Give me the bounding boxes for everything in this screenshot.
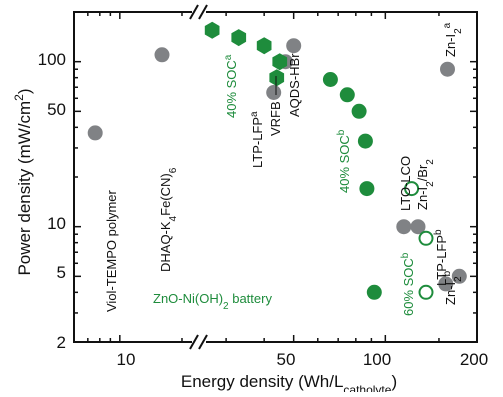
annotation-40soc-b: 40% SOCb [336,129,353,193]
x-tick-label: 200 [460,350,488,369]
open-green-circle-marker [418,284,434,300]
hexagon-marker [231,29,247,47]
axis-break-top [189,4,208,20]
y-axis-label: Power density (mW/cm2) [12,88,34,275]
open-green-circle-marker [418,230,434,246]
gray-circle-marker [396,219,412,235]
open-green-circle-marker [404,181,420,197]
tick-marks [74,12,478,343]
x-tick-label: 10 [117,350,136,369]
green-circle-marker [366,284,382,300]
annotation-ltp-lfp-a: LTP-LFPa [249,111,266,168]
gray-circle-marker [410,219,426,235]
y-tick-label: 10 [47,214,66,233]
y-tick-label: 100 [38,50,66,69]
gray-circle-marker [438,276,454,292]
annotation-vrfb: VRFB [268,101,283,136]
annotation-60soc-b: 60% SOCb [400,252,417,316]
x-tick-label: 100 [363,350,391,369]
annotation-40soc-a: 40% SOCa [223,54,240,118]
y-tick-label: 50 [47,100,66,119]
gray-circle-marker [266,85,282,100]
axis-break-bottom [189,334,208,350]
annotation-zn-i2-b: Zn-I2b [442,270,464,305]
gray-circle-marker [451,268,467,284]
annotation-aqds-hbr: AQDS-HBr [287,53,302,117]
green-circle-marker [339,87,355,103]
hexagon-marker [272,53,288,71]
annotation-viol-tempo: Viol-TEMPO polymer [104,189,119,312]
annotation-zn-i2-br2: Zn-I2/Br2 [415,159,436,210]
green-circle-marker [322,72,338,87]
green-circle-marker [359,181,375,197]
annotation-zn-i2-a: Zn-I2a [442,22,464,57]
gray-circle-marker [154,47,170,63]
y-tick-label: 2 [57,333,66,352]
y-tick-label: 5 [57,263,66,282]
chart-marks [87,21,467,300]
gray-circle-marker [286,38,302,54]
gray-circle-marker [440,61,455,77]
hexagon-marker [269,69,285,87]
hexagon-marker [256,37,272,55]
annotation-ltp-lfp-b: LTP-LFPb [433,229,450,286]
hexagon-marker [204,21,220,39]
x-tick-label: 50 [277,350,296,369]
annotation-dhaq: DHAQ-K4Fe(CN)6 [158,167,179,272]
green-circle-marker [351,103,367,119]
gray-circle-marker [87,125,103,141]
x-axis-label: Energy density (Wh/Lcatholyte) [181,372,397,392]
green-circle-marker [357,133,373,149]
annotation-zno-ni-battery: ZnO-Ni(OH)2 battery [153,291,272,312]
annotation-lto-lco: LTO-LCO [398,156,413,211]
